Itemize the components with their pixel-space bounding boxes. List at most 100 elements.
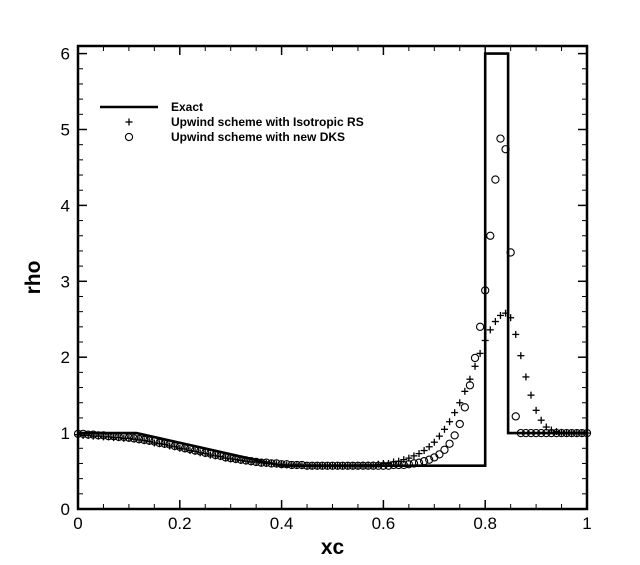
new-dks-point — [547, 428, 556, 438]
new-dks-point — [307, 461, 317, 470]
new-dks-point — [287, 460, 296, 470]
x-axis-title: xc — [321, 536, 345, 559]
new-dks-point — [516, 428, 525, 438]
y-tick-label: 3 — [61, 272, 70, 291]
new-dks-point — [384, 461, 393, 470]
new-dks-point — [150, 437, 159, 446]
isotropic-rs-point — [410, 452, 418, 460]
y-axis-title: rho — [22, 261, 45, 295]
new-dks-point — [552, 428, 561, 438]
legend-label: Upwind scheme with Isotropic RS — [171, 115, 364, 129]
new-dks-point — [333, 461, 342, 470]
new-dks-point — [475, 322, 485, 331]
isotropic-rs-point — [481, 336, 489, 344]
new-dks-point — [323, 461, 332, 470]
new-dks-point — [84, 430, 93, 439]
new-dks-point — [389, 460, 398, 470]
new-dks-point — [277, 460, 286, 469]
new-dks-point — [190, 446, 200, 455]
new-dks-point — [542, 428, 551, 438]
exact-solution-line — [78, 52, 587, 468]
new-dks-point — [562, 428, 571, 438]
legend-plus-swatch — [125, 118, 133, 126]
new-dks-point — [404, 460, 413, 469]
new-dks-point — [358, 461, 368, 470]
new-dks-point — [114, 432, 123, 442]
new-dks-point — [425, 455, 434, 464]
legend-label: Upwind scheme with new DKS — [171, 130, 345, 144]
isotropic-rs-point — [252, 458, 260, 466]
new-dks-point — [414, 458, 424, 467]
new-dks-point — [257, 458, 266, 467]
isotropic-rs-point — [451, 409, 459, 417]
new-dks-point — [379, 461, 388, 470]
new-dks-point — [211, 450, 220, 460]
new-dks-point — [272, 459, 281, 468]
y-tick-label: 4 — [61, 196, 70, 215]
isotropic-rs-point — [532, 406, 540, 414]
new-dks-point — [109, 431, 118, 441]
isotropic-rs-point — [446, 418, 454, 426]
new-dks-point — [78, 429, 88, 439]
new-dks-point — [537, 428, 546, 438]
x-tick-label: 0.2 — [168, 514, 192, 533]
new-dks-point — [557, 428, 566, 438]
isotropic-rs-point — [496, 311, 504, 319]
x-tick-label: 0.4 — [270, 514, 294, 533]
new-dks-point — [531, 428, 541, 438]
isotropic-rs-point — [400, 456, 408, 464]
new-dks-point — [89, 430, 98, 439]
new-dks-point — [496, 134, 505, 143]
new-dks-point — [567, 428, 576, 438]
isotropic-rs-point — [420, 447, 428, 455]
new-dks-point — [450, 431, 459, 440]
new-dks-point — [435, 450, 444, 459]
y-tick-label: 0 — [61, 500, 70, 519]
isotropic-rs-point — [354, 462, 362, 470]
y-tick-label: 1 — [61, 424, 70, 443]
new-dks-point — [486, 231, 495, 240]
new-dks-point — [140, 435, 149, 445]
new-dks-point — [302, 461, 312, 470]
x-tick-label: 0 — [73, 514, 82, 533]
isotropic-rs-point — [471, 362, 479, 370]
new-dks-point — [282, 460, 291, 469]
new-dks-point — [491, 175, 500, 184]
isotropic-rs-point — [502, 309, 510, 317]
isotropic-rs-point — [527, 391, 535, 399]
new-dks-point — [129, 434, 139, 443]
new-dks-point — [246, 457, 256, 466]
new-dks-point — [241, 456, 251, 465]
isotropic-rs-point — [517, 352, 525, 360]
new-dks-point — [313, 461, 322, 470]
new-dks-point — [201, 448, 210, 457]
new-dks-point — [353, 461, 363, 470]
new-dks-point — [196, 447, 205, 456]
new-dks-point — [267, 459, 276, 468]
new-dks-point — [145, 436, 154, 445]
isotropic-rs-point — [293, 461, 301, 469]
new-dks-point — [328, 461, 337, 470]
y-tick-label: 2 — [61, 348, 70, 367]
isotropic-rs-point — [267, 459, 275, 467]
new-dks-point — [521, 428, 531, 438]
new-dks-point — [297, 460, 307, 470]
new-dks-point — [180, 444, 190, 453]
new-dks-point — [170, 441, 179, 451]
new-dks-point — [185, 444, 195, 454]
new-dks-point — [455, 419, 464, 429]
new-dks-point — [262, 458, 271, 467]
new-dks-point — [409, 459, 419, 468]
new-dks-point — [236, 455, 246, 464]
isotropic-rs-point — [278, 460, 286, 468]
new-dks-point — [124, 433, 134, 442]
x-tick-label: 0.8 — [473, 514, 497, 533]
isotropic-rs-point — [476, 349, 484, 357]
isotropic-rs-point — [430, 438, 438, 446]
new-dks-point — [221, 453, 230, 462]
isotropic-rs-point — [456, 399, 464, 407]
new-dks-point — [369, 461, 378, 470]
new-dks-point — [231, 454, 240, 464]
new-dks-point — [445, 439, 454, 448]
